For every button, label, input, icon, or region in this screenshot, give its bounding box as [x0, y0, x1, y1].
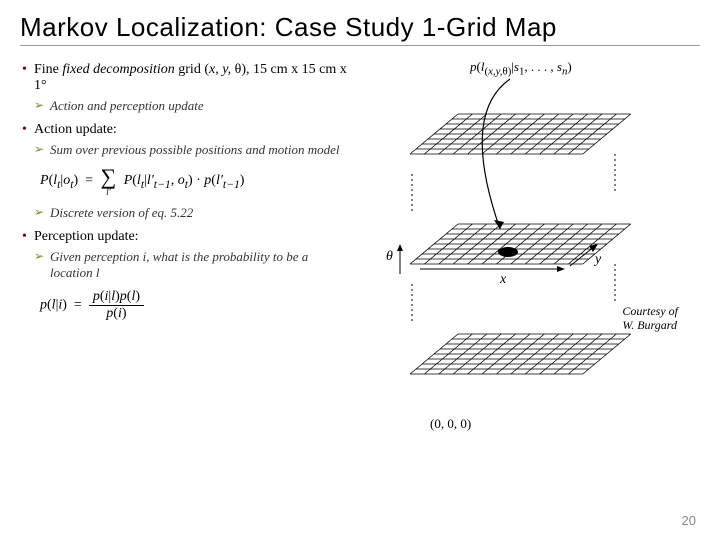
bullet-given-perception: Given perception i, what is the probabil… — [20, 249, 350, 281]
location-blob — [498, 247, 518, 257]
bullet-sum-prev: Sum over previous possible positions and… — [20, 142, 350, 158]
left-column: Fine fixed decomposition grid (x, y, θ),… — [20, 54, 350, 434]
bullet-action-update: Action update: — [20, 122, 350, 138]
y-label: y — [595, 252, 601, 268]
formula-action: P(lt|ot) = ∑ l' P(lt|l't−1, ot) · p(l't−… — [40, 166, 350, 197]
content-area: Fine fixed decomposition grid (x, y, θ),… — [20, 54, 700, 434]
origin-label: (0, 0, 0) — [430, 416, 471, 432]
sum-symbol: ∑ l' — [101, 166, 117, 197]
grid-layer-top — [410, 114, 631, 154]
grid-diagram: p(l(x,y,θ)|s1, . . . , sn) — [360, 54, 680, 434]
grid-svg — [360, 54, 680, 434]
slide: Markov Localization: Case Study 1-Grid M… — [0, 0, 720, 540]
page-number: 20 — [682, 513, 696, 528]
fraction: p(i|l)p(l) p(i) — [89, 289, 144, 322]
grid-layer-bottom — [410, 334, 631, 374]
bullet-discrete: Discrete version of eq. 5.22 — [20, 205, 350, 221]
theta-arrowhead — [397, 244, 403, 251]
x-label: x — [500, 272, 506, 288]
formula-rhs: P(lt|l't−1, ot) · p(l't−1) — [120, 173, 244, 191]
frac-top: p(i|l)p(l) — [89, 289, 144, 306]
bullet-fine-grid: Fine fixed decomposition grid (x, y, θ),… — [20, 62, 350, 94]
bullet-perception-update: Perception update: — [20, 229, 350, 245]
theta-label: θ — [386, 249, 393, 265]
formula2-lhs: p(l|i) = — [40, 298, 89, 313]
bullet-text: Fine fixed decomposition grid (x, y, θ),… — [34, 62, 347, 93]
bullet-action-perception: Action and perception update — [20, 98, 350, 114]
credit-text: Courtesy of W. Burgard — [622, 304, 678, 333]
formula-text: P(lt|ot) = — [40, 173, 97, 191]
frac-bot: p(i) — [89, 306, 144, 322]
slide-title: Markov Localization: Case Study 1-Grid M… — [20, 12, 700, 46]
formula-perception: p(l|i) = p(i|l)p(l) p(i) — [40, 289, 350, 322]
right-column: p(l(x,y,θ)|s1, . . . , sn) — [360, 54, 700, 434]
